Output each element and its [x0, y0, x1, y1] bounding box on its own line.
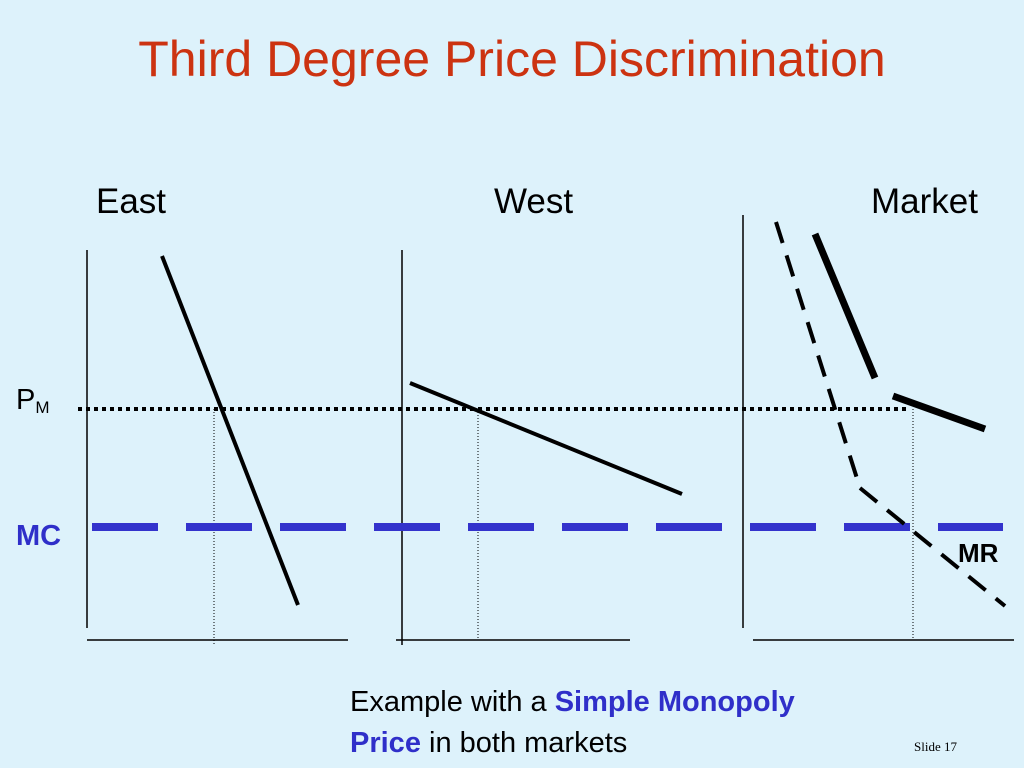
market-demand-lower [891, 392, 987, 433]
market-mr-lower [858, 486, 1007, 608]
slide-number: Slide 17 [914, 739, 957, 754]
caption-part-2: in both markets [420, 727, 628, 759]
pm-subscript: M [35, 398, 50, 417]
caption-emphasis-2: Price [350, 727, 421, 759]
east-demand-curve [160, 255, 300, 606]
market-mr-upper [774, 221, 862, 489]
caption-emphasis-1: Simple Monopoly [554, 686, 795, 718]
pm-main: P [16, 384, 36, 416]
panel-label-east: East [96, 182, 167, 221]
market-demand-upper [811, 232, 879, 380]
marginal-cost-label: MC [16, 520, 62, 552]
marginal-revenue-label: MR [958, 538, 999, 568]
west-demand-curve [409, 381, 683, 496]
caption: Example with a Simple Monopoly Price in … [350, 682, 795, 764]
panel-label-market: Market [871, 182, 978, 221]
slide-title: Third Degree Price Discrimination [138, 31, 886, 87]
monopoly-price-label: PM [16, 384, 50, 418]
panel-label-west: West [494, 182, 574, 221]
caption-part-1: Example with a [350, 686, 555, 718]
